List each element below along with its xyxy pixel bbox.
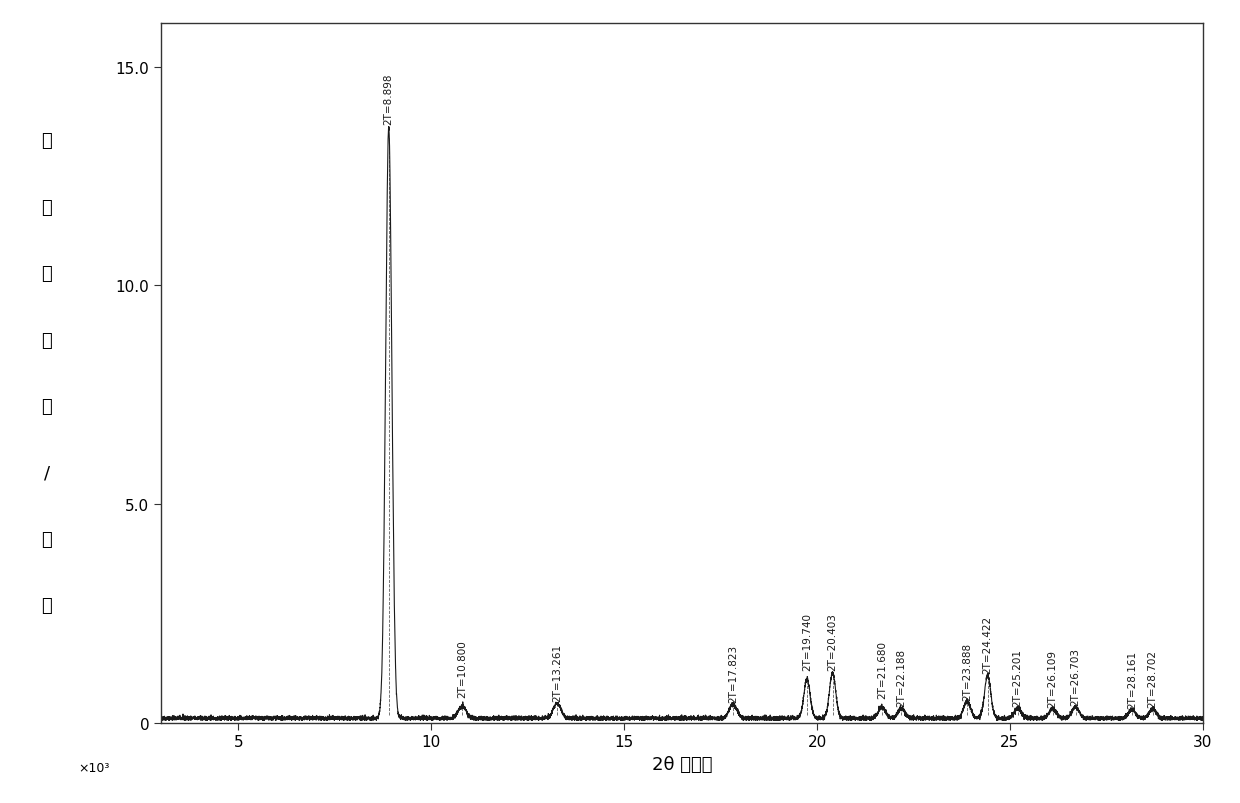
Text: （: （	[41, 265, 52, 283]
Text: 秒: 秒	[41, 530, 52, 548]
Text: 2T=25.201: 2T=25.201	[1013, 649, 1023, 707]
X-axis label: 2θ （度）: 2θ （度）	[652, 755, 712, 773]
Text: /: /	[43, 464, 50, 482]
Text: 2T=19.740: 2T=19.740	[802, 613, 812, 671]
Text: ）: ）	[41, 597, 52, 614]
Text: 2T=26.109: 2T=26.109	[1048, 649, 1058, 707]
Text: 2T=13.261: 2T=13.261	[552, 643, 562, 701]
Text: 2T=8.898: 2T=8.898	[383, 73, 394, 124]
Text: 冲: 冲	[41, 397, 52, 416]
Text: 度: 度	[41, 198, 52, 217]
Text: 2T=28.702: 2T=28.702	[1148, 650, 1158, 707]
Text: ×10³: ×10³	[78, 761, 109, 774]
Text: 2T=22.188: 2T=22.188	[897, 649, 906, 707]
Text: 2T=10.800: 2T=10.800	[458, 640, 467, 697]
Text: 2T=17.823: 2T=17.823	[728, 645, 738, 703]
Text: 2T=26.703: 2T=26.703	[1070, 647, 1080, 705]
Text: 2T=24.422: 2T=24.422	[982, 615, 992, 674]
Text: 強: 強	[41, 132, 52, 150]
Text: 脉: 脉	[41, 331, 52, 349]
Text: 2T=23.888: 2T=23.888	[962, 642, 972, 700]
Text: 2T=28.161: 2T=28.161	[1127, 650, 1137, 708]
Text: 2T=20.403: 2T=20.403	[827, 613, 837, 671]
Text: 2T=21.680: 2T=21.680	[877, 640, 887, 699]
